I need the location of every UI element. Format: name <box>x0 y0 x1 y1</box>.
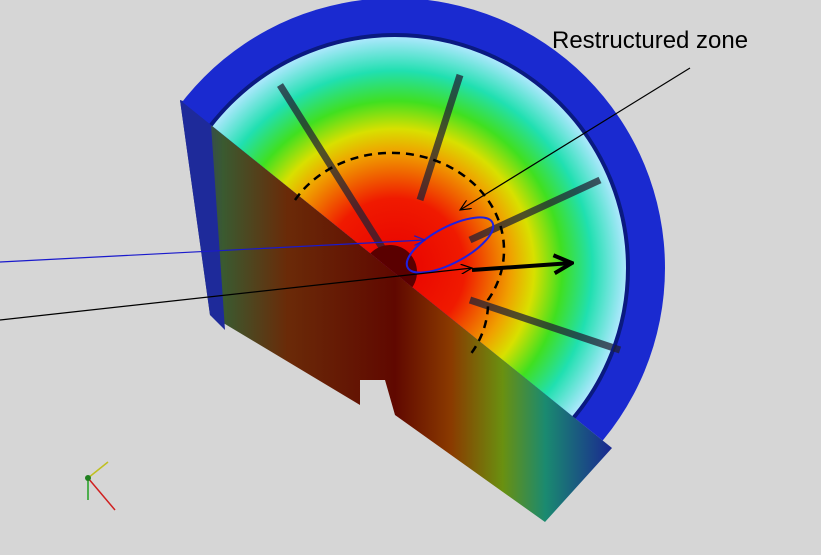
zone-label: Restructured zone <box>552 27 748 54</box>
black-pointer <box>0 268 472 321</box>
zone-ellipse <box>405 216 495 274</box>
side-face <box>180 100 612 522</box>
axis-triad <box>85 461 116 511</box>
blue-pointer <box>0 240 425 263</box>
restructured-boundary <box>293 151 506 356</box>
radial-arrow <box>471 263 572 270</box>
label-pointer <box>460 67 691 210</box>
side-face-outer <box>180 100 225 330</box>
